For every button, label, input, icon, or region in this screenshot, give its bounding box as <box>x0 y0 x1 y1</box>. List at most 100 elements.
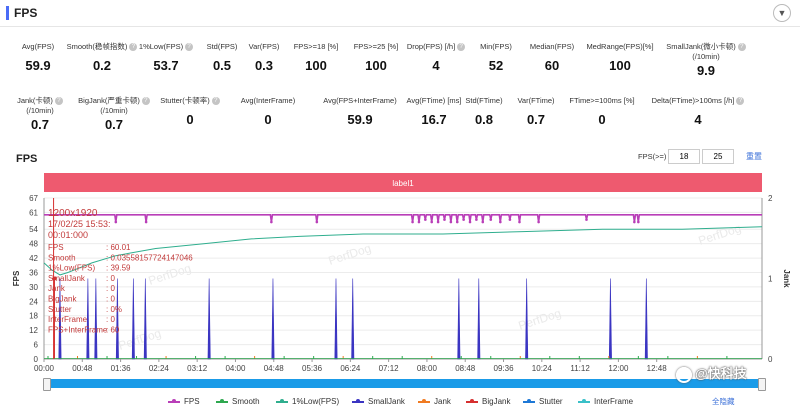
stat-r2-8: FTime>=100ms [%] 0 <box>552 96 652 127</box>
help-icon[interactable]: ? <box>736 97 745 106</box>
stat-r2-4: Avg(FPS+InterFrame) 59.9 <box>310 96 410 127</box>
stat-label: BigJank(严重卡顿)? <box>64 96 164 106</box>
smalljank-spike <box>644 278 648 360</box>
stat-label-text: Min(FPS) <box>480 42 512 51</box>
legend-item-interframe[interactable]: InterFrame <box>578 396 633 407</box>
y-tick-label: 67 <box>29 194 38 203</box>
tooltip-row-label: BigJank <box>48 295 77 304</box>
stat-label: Avg(FPS) <box>0 42 88 52</box>
stat-label: SmallJank(微小卡顿)? <box>656 42 756 52</box>
reset-button[interactable]: 重置 <box>746 152 762 161</box>
stat-r1-6: FPS>=25 [%] 100 <box>326 42 426 73</box>
help-icon[interactable]: ? <box>141 97 150 106</box>
y-axis-label-right: Jank <box>782 269 791 288</box>
chart-title: FPS <box>16 153 38 165</box>
x-tick-label: 05:36 <box>302 364 323 373</box>
legend-swatch <box>352 398 364 403</box>
fps-dip-point <box>462 218 465 221</box>
stat-label: Std(FPS) <box>172 42 272 52</box>
x-tick-label: 04:48 <box>264 364 285 373</box>
legend-label: 1%Low(FPS) <box>292 397 340 406</box>
help-icon[interactable]: ? <box>129 43 138 52</box>
zoom-slider-left-handle[interactable] <box>43 378 51 391</box>
tooltip-row-value: : 0% <box>106 305 122 314</box>
legend-item-bigjank[interactable]: BigJank <box>466 396 510 407</box>
series-1low-line <box>43 226 763 276</box>
smalljank-spike <box>86 278 90 360</box>
y-tick-label: 36 <box>29 268 38 277</box>
stat-label-text: Avg(FPS) <box>21 42 55 51</box>
stat-r2-2: Stutter(卡顿率)? 0 <box>140 96 240 127</box>
stat-label-text: Std(FTime) <box>465 96 503 105</box>
chevron-down-icon[interactable]: ▼ <box>773 4 791 22</box>
stat-label: Var(FPS) <box>214 42 314 52</box>
help-icon[interactable]: ? <box>185 43 194 52</box>
fps-dip-point <box>468 220 472 224</box>
fps-dip-point <box>518 220 521 224</box>
y-tick-label: 61 <box>29 208 38 217</box>
stat-label: FPS>=25 [%] <box>326 42 426 52</box>
legend-swatch <box>216 398 228 403</box>
legend-label: BigJank <box>482 397 511 406</box>
help-icon[interactable]: ? <box>211 97 220 106</box>
y-tick-label: 54 <box>29 225 38 234</box>
legend-item-jank[interactable]: Jank <box>418 396 451 407</box>
stat-label-text: Stutter(卡顿率) <box>160 96 210 105</box>
tooltip-row-label: FPS+InterFrame <box>48 325 108 334</box>
x-tick-label: 09:36 <box>494 364 515 373</box>
help-icon[interactable]: ? <box>54 97 63 106</box>
legend-item-low[interactable]: 1%Low(FPS) <box>276 396 339 407</box>
legend-item-smalljank[interactable]: SmallJank <box>352 396 405 407</box>
stat-label: Smooth(稳帧指数)? <box>52 42 152 52</box>
x-tick-label: 12:00 <box>608 364 629 373</box>
stat-value: 0 <box>186 112 194 127</box>
fps-threshold-18-input[interactable] <box>668 149 700 164</box>
fps-dip-point <box>411 220 414 224</box>
legend-item-smooth[interactable]: Smooth <box>216 396 260 407</box>
stat-value: 59.9 <box>347 112 373 127</box>
tooltip-row-label: SmallJank <box>48 274 86 283</box>
stat-value: 59.9 <box>25 58 51 73</box>
fps-dip-point <box>455 220 459 224</box>
help-icon[interactable]: ? <box>737 43 746 52</box>
y-tick-label: 6 <box>34 341 39 350</box>
legend-label: Smooth <box>232 397 260 406</box>
y-axis-label-left: FPS <box>12 270 21 286</box>
stat-value: 52 <box>488 58 504 73</box>
site-watermark: @快科技 <box>676 363 747 383</box>
chart-watermark: PerfDog <box>517 306 563 333</box>
fps-dip-point <box>270 220 273 224</box>
hide-all-button[interactable]: 全隐藏 <box>712 397 735 406</box>
smalljank-spike <box>351 278 355 360</box>
help-icon[interactable]: ? <box>457 43 466 52</box>
zoom-slider-right-handle[interactable] <box>758 378 766 391</box>
x-tick-label: 12:48 <box>647 364 668 373</box>
legend-label: FPS <box>184 397 200 406</box>
smalljank-spike <box>131 278 135 360</box>
page-title: FPS <box>14 6 38 20</box>
legend-item-stutter[interactable]: Stutter <box>523 396 563 407</box>
fps-threshold-25-input[interactable] <box>702 149 734 164</box>
stat-label: Min(FPS) <box>446 42 546 52</box>
x-tick-label: 07:12 <box>379 364 400 373</box>
tooltip-row-value: : 60 <box>106 325 120 334</box>
legend-label: Jank <box>434 397 451 406</box>
tooltip-row-value: : 0 <box>106 274 115 283</box>
x-tick-label: 10:24 <box>532 364 553 373</box>
legend-label: Stutter <box>539 397 563 406</box>
page-header: FPS ▼ <box>0 0 800 27</box>
legend-label: InterFrame <box>594 397 634 406</box>
zoom-slider-track[interactable] <box>44 379 762 388</box>
stat-value: 0.2 <box>92 58 112 73</box>
legend-item-fps[interactable]: FPS <box>168 396 200 407</box>
tooltip-header: 17/02/25 15:53: <box>48 219 111 229</box>
label-band-text: label1 <box>392 179 414 188</box>
stat-label: Drop(FPS) [/h]? <box>386 42 486 52</box>
stat-r2-0: Jank(卡顿)? (/10min) 0.7 <box>0 96 90 132</box>
y-right-tick-label: 2 <box>768 194 773 203</box>
stat-label-text: Avg(FTime) [ms] <box>406 96 462 105</box>
fps-dip-point <box>633 220 636 224</box>
tooltip-row-value: : 60.01 <box>106 243 131 252</box>
fps-dip-point <box>144 220 148 224</box>
